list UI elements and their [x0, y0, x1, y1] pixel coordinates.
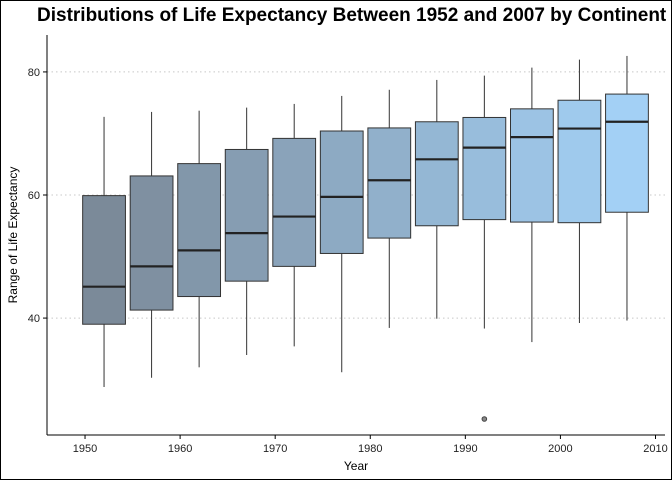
- box-1967: [224, 148, 269, 282]
- x-tick-label-1960: 1960: [168, 443, 192, 455]
- y-tick-label-40: 40: [28, 313, 40, 325]
- box-1982: [367, 127, 412, 239]
- chart-title: Distributions of Life Expectancy Between…: [37, 5, 667, 26]
- box-1962: [177, 163, 222, 298]
- box-1997: [510, 108, 554, 223]
- box-1992: [462, 116, 507, 221]
- x-tick-label-1970: 1970: [263, 443, 287, 455]
- box-1987: [414, 121, 459, 227]
- outlier-point: [481, 416, 488, 422]
- x-tick-label-2000: 2000: [548, 443, 572, 455]
- x-tick-label-2010: 2010: [643, 443, 667, 455]
- box-1977: [319, 130, 364, 254]
- box-1952: [82, 195, 126, 325]
- x-tick-label-1950: 1950: [73, 443, 97, 455]
- x-tick-label-1980: 1980: [358, 443, 382, 455]
- y-axis-title: Range of Life Expectancy: [6, 167, 20, 304]
- box-2007: [605, 93, 649, 213]
- y-tick-label-80: 80: [28, 67, 40, 79]
- box-1957: [129, 175, 174, 311]
- box-1972: [272, 137, 317, 267]
- y-tick-label-60: 60: [28, 190, 40, 202]
- box-2002: [557, 99, 602, 224]
- x-tick-label-1990: 1990: [453, 443, 477, 455]
- x-axis-title: Year: [344, 459, 368, 473]
